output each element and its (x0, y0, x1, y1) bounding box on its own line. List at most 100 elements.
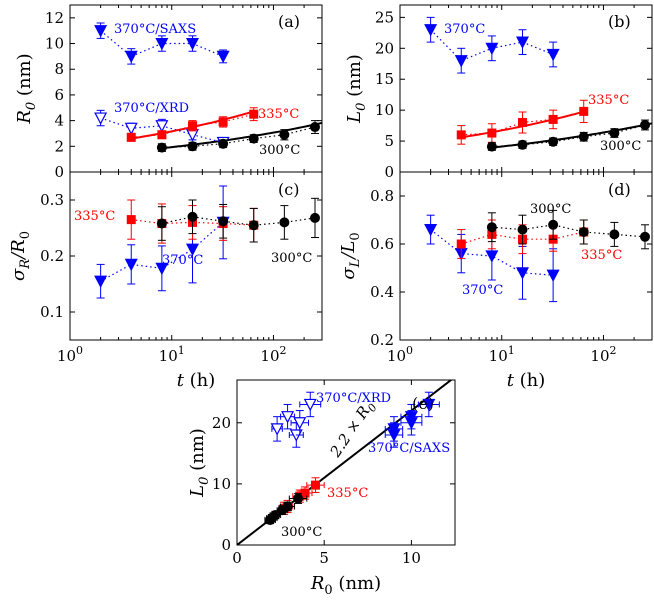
x-tick-base: 10 (159, 347, 178, 365)
data-point (548, 219, 559, 230)
y-tick-label: 10 (212, 475, 231, 493)
data-point (126, 132, 136, 142)
y-tick-label: 0 (221, 536, 231, 554)
series-annotation: 300°C (530, 202, 571, 217)
y-tick-label: 25 (375, 8, 394, 26)
y-tick-label: 20 (212, 414, 231, 432)
data-point (94, 25, 108, 38)
y-label-main: σ (8, 268, 29, 281)
series-annotation: 300°C (259, 143, 300, 158)
data-point (157, 130, 167, 140)
data-point (485, 250, 499, 263)
data-point (609, 128, 620, 139)
x-tick-label: 101 (489, 344, 515, 365)
y-tick-label: 12 (45, 9, 64, 27)
x-tick-label: 100 (57, 344, 83, 365)
data-point (124, 122, 138, 136)
y-axis-label: L0 (nm) (344, 54, 369, 124)
data-point (94, 275, 108, 288)
series (486, 209, 650, 250)
data-point (548, 136, 559, 147)
y-label-main: R (14, 110, 35, 125)
y-tick-label: 0.3 (40, 191, 64, 209)
data-point (248, 220, 259, 231)
data-point (293, 417, 307, 430)
x-axis-label: t (h) (177, 370, 216, 391)
series-annotation: 370°C/XRD (316, 391, 391, 406)
data-point (187, 121, 197, 131)
y-tick-label: 8 (54, 60, 64, 78)
series-annotation: 370°C (462, 283, 503, 298)
y-tick-label: 5 (384, 132, 394, 150)
data-point (279, 217, 290, 228)
series (384, 391, 440, 448)
data-point (422, 398, 436, 412)
y-label-sub: 0 (24, 102, 39, 110)
series-annotation: 300°C (281, 525, 322, 540)
data-point (270, 423, 284, 436)
series-dotted-line (491, 124, 646, 148)
y-tick-label: 0 (384, 163, 394, 181)
series-annotation: 335°C (588, 93, 629, 108)
data-point (517, 224, 528, 235)
data-point (186, 243, 199, 257)
series-annotation: 370°C/SAXS (368, 441, 450, 456)
y-tick-label: 20 (375, 39, 394, 57)
x-label-main: t (507, 370, 515, 391)
series-annotation: 370°C/SAXS (114, 22, 196, 37)
series-annotation: 300°C (271, 251, 312, 266)
x-tick-base: 10 (489, 347, 508, 365)
data-point (579, 106, 589, 116)
series-dotted-line (491, 224, 646, 238)
x-label-main: R (310, 573, 325, 594)
x-tick-exp: 0 (406, 344, 413, 357)
y-tick-label: 10 (375, 101, 394, 119)
x-tick-label: 101 (159, 344, 185, 365)
series (94, 22, 230, 65)
x-tick-exp: 0 (76, 344, 83, 357)
y-label-unit: /R (8, 239, 29, 261)
series-annotation: 370°C (162, 253, 203, 268)
series-annotation: 335°C (581, 248, 622, 263)
data-point (216, 50, 230, 64)
data-point (124, 50, 138, 64)
data-point (303, 398, 317, 412)
y-label-unit: /L (338, 241, 359, 261)
y-tick-label: 2 (54, 137, 64, 155)
data-point (124, 258, 138, 272)
data-point (516, 36, 529, 49)
x-tick-label: 5 (319, 549, 329, 567)
data-point (300, 488, 310, 498)
data-point (487, 128, 497, 138)
data-point (548, 114, 558, 124)
data-point (309, 212, 320, 223)
data-point (486, 222, 497, 233)
data-point (279, 129, 290, 140)
data-point (187, 141, 198, 152)
data-point (456, 130, 466, 140)
x-axis-label: R0 (nm) (310, 573, 381, 598)
axes-frame-d (399, 171, 653, 341)
series-dotted-line (161, 126, 316, 149)
y-tick-label: 15 (375, 70, 394, 88)
data-point (218, 216, 229, 227)
y-label-sub: R (18, 259, 33, 270)
x-axis-label: t (h) (507, 370, 546, 391)
y-label-unit: (nm) (187, 428, 208, 476)
x-tick-exp: 2 (610, 344, 617, 357)
data-point (186, 37, 199, 51)
y-tick-label: 0.6 (370, 235, 394, 253)
panel-label: (b) (608, 12, 631, 31)
series (486, 119, 650, 152)
series-annotation: 370°C (444, 22, 485, 37)
x-tick-base: 10 (57, 347, 76, 365)
y-label-sub: 0 (197, 477, 212, 485)
data-point (218, 117, 228, 127)
x-label-main: t (177, 370, 185, 391)
data-point (609, 229, 620, 240)
series-annotation: 335°C (327, 486, 368, 501)
x-label-unit: (h) (184, 370, 215, 391)
y-label-unit: (nm) (344, 54, 365, 102)
